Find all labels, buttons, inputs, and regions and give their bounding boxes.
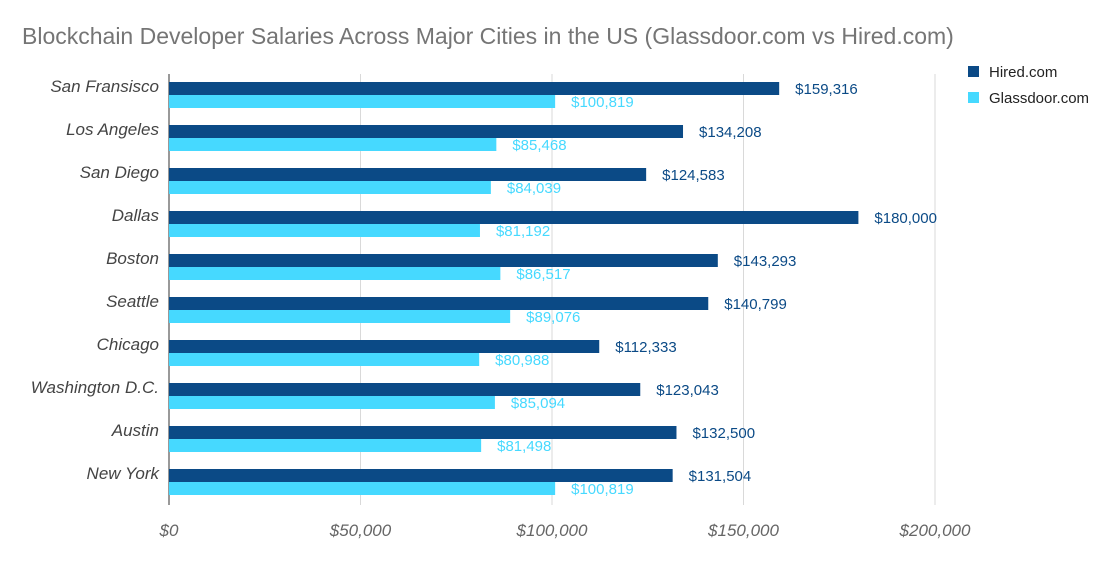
bar-glassdoor	[169, 181, 491, 194]
value-label-glassdoor: $100,819	[571, 94, 634, 111]
value-label-glassdoor: $84,039	[507, 180, 561, 197]
bar-hired	[169, 426, 677, 439]
category-label: Boston	[106, 249, 159, 268]
chart-title: Blockchain Developer Salaries Across Maj…	[22, 23, 954, 49]
value-label-hired: $143,293	[734, 253, 797, 270]
category-label: Austin	[111, 421, 159, 440]
bar-hired	[169, 340, 600, 353]
value-label-hired: $134,208	[699, 124, 762, 141]
category-label: Chicago	[97, 335, 159, 354]
value-label-hired: $132,500	[692, 425, 755, 442]
bar-hired	[169, 383, 641, 396]
category-label: Dallas	[112, 206, 160, 225]
category-label: New York	[87, 464, 161, 483]
value-label-glassdoor: $89,076	[526, 309, 580, 326]
bar-glassdoor	[169, 95, 556, 108]
bar-hired	[169, 125, 684, 138]
legend-swatch-glassdoor	[968, 92, 979, 103]
value-label-hired: $124,583	[662, 167, 725, 184]
legend-label-hired: Hired.com	[989, 64, 1057, 81]
bar-glassdoor	[169, 138, 497, 151]
category-label: Washington D.C.	[31, 378, 159, 397]
bar-hired	[169, 82, 780, 95]
bar-hired	[169, 254, 718, 267]
category-label: Seattle	[106, 292, 159, 311]
x-tick-label: $150,000	[707, 521, 779, 540]
x-tick-label: $50,000	[329, 521, 392, 540]
category-label: Los Angeles	[66, 120, 159, 139]
bar-hired	[169, 297, 709, 310]
value-label-hired: $180,000	[874, 210, 937, 227]
bars	[169, 82, 859, 495]
bar-glassdoor	[169, 224, 480, 237]
x-tick-label: $200,000	[899, 521, 971, 540]
bar-glassdoor	[169, 267, 501, 280]
x-tick-label: $0	[159, 521, 179, 540]
legend: Hired.com Glassdoor.com	[968, 64, 1089, 107]
category-axis: San Fransisco Los Angeles San Diego Dallas B…	[31, 77, 161, 483]
value-label-glassdoor: $80,988	[495, 352, 549, 369]
value-label-hired: $112,333	[615, 339, 676, 356]
value-label-hired: $159,316	[795, 81, 858, 98]
bar-hired	[169, 211, 859, 224]
value-labels: $159,316 $100,819 $134,208 $85,468 $124,583 $…	[495, 81, 937, 498]
value-label-glassdoor: $81,498	[497, 438, 551, 455]
bar-hired	[169, 168, 647, 181]
value-label-glassdoor: $86,517	[516, 266, 570, 283]
legend-swatch-hired	[968, 66, 979, 77]
bar-glassdoor	[169, 353, 480, 366]
legend-label-glassdoor: Glassdoor.com	[989, 90, 1089, 107]
value-label-hired: $131,504	[689, 468, 752, 485]
bar-glassdoor	[169, 482, 556, 495]
bar-glassdoor	[169, 310, 511, 323]
value-label-glassdoor: $81,192	[496, 223, 550, 240]
value-label-glassdoor: $85,468	[512, 137, 566, 154]
value-axis: $0 $50,000 $100,000 $150,000 $200,000	[159, 521, 971, 540]
value-label-glassdoor: $85,094	[511, 395, 565, 412]
x-tick-label: $100,000	[516, 521, 588, 540]
value-label-hired: $123,043	[656, 382, 719, 399]
bar-hired	[169, 469, 673, 482]
bar-glassdoor	[169, 396, 495, 409]
category-label: San Diego	[80, 163, 159, 182]
category-label: San Fransisco	[50, 77, 159, 96]
value-label-glassdoor: $100,819	[571, 481, 634, 498]
bar-glassdoor	[169, 439, 482, 452]
value-label-hired: $140,799	[724, 296, 787, 313]
